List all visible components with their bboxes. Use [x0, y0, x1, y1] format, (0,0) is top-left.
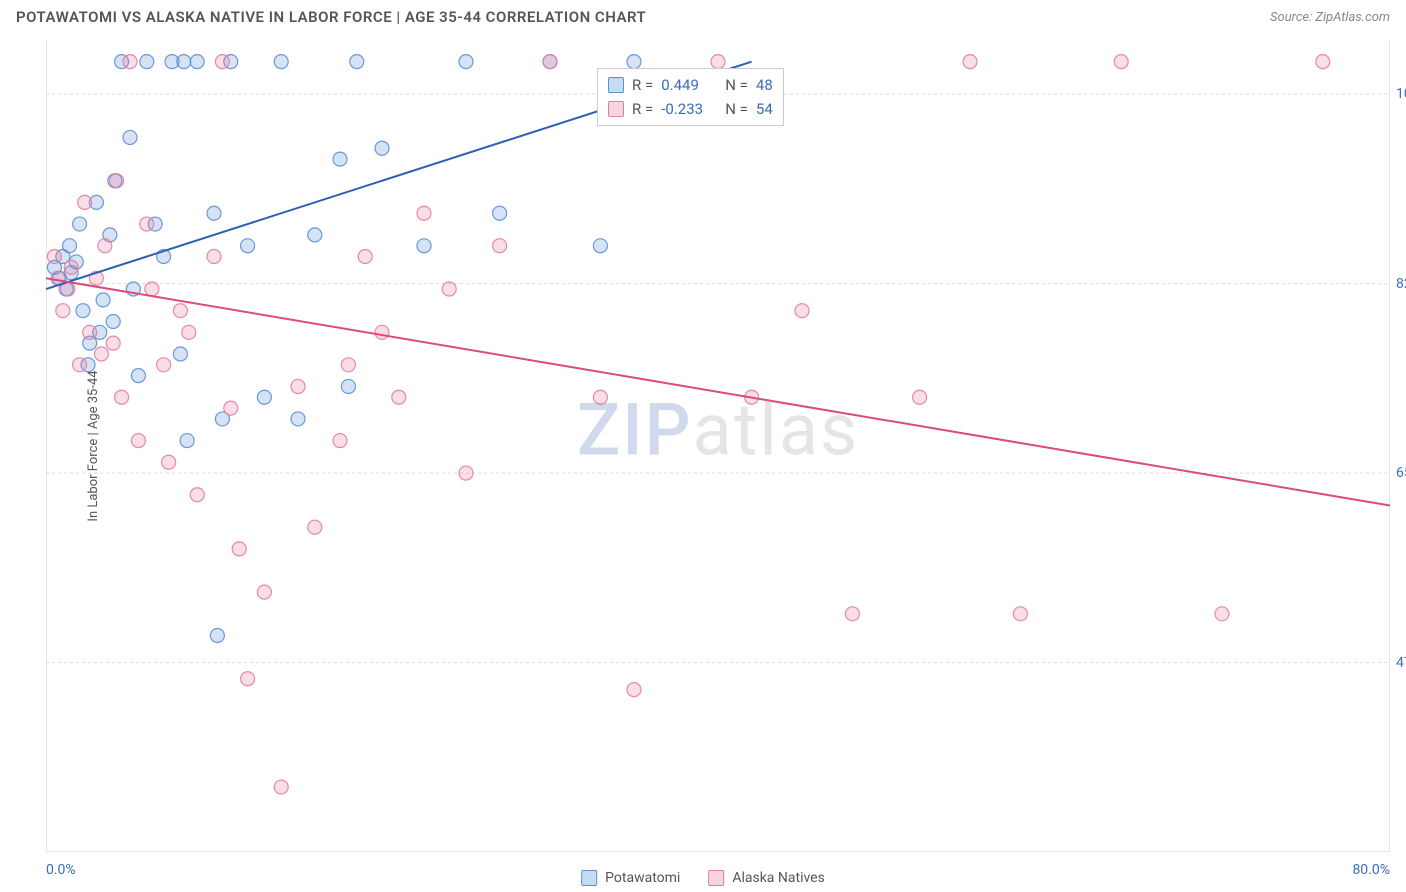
legend-item: Potawatomi	[581, 870, 680, 886]
correlation-stats-box: R = 0.449 N = 48 R = -0.233 N = 54	[597, 68, 784, 126]
y-tick-label: 82.5%	[1396, 276, 1406, 292]
n-label: N =	[725, 73, 748, 97]
y-tick-label: 100.0%	[1396, 86, 1406, 102]
stats-row: R = -0.233 N = 54	[608, 97, 773, 121]
series-swatch	[608, 101, 624, 117]
legend-swatch	[581, 870, 597, 886]
n-value: 54	[756, 97, 773, 121]
scatter-plot	[46, 40, 1390, 852]
r-value: 0.449	[661, 73, 717, 97]
r-label: R =	[632, 73, 653, 97]
chart-source: Source: ZipAtlas.com	[1270, 10, 1390, 25]
series-legend: Potawatomi Alaska Natives	[581, 870, 825, 886]
x-tick-label: 80.0%	[1352, 862, 1390, 878]
chart-area: In Labor Force | Age 35-44 47.5%65.0%82.…	[46, 40, 1390, 852]
chart-header: POTAWATOMI VS ALASKA NATIVE IN LABOR FOR…	[0, 0, 1406, 30]
series-swatch	[608, 77, 624, 93]
y-tick-label: 47.5%	[1396, 655, 1406, 671]
legend-label: Alaska Natives	[732, 870, 825, 886]
legend-swatch	[708, 870, 724, 886]
y-tick-label: 65.0%	[1396, 465, 1406, 481]
n-label: N =	[725, 97, 748, 121]
r-value: -0.233	[661, 97, 717, 121]
legend-label: Potawatomi	[605, 870, 680, 886]
r-label: R =	[632, 97, 653, 121]
stats-row: R = 0.449 N = 48	[608, 73, 773, 97]
chart-title: POTAWATOMI VS ALASKA NATIVE IN LABOR FOR…	[16, 8, 646, 26]
x-tick-label: 0.0%	[46, 862, 76, 878]
n-value: 48	[756, 73, 773, 97]
legend-item: Alaska Natives	[708, 870, 825, 886]
